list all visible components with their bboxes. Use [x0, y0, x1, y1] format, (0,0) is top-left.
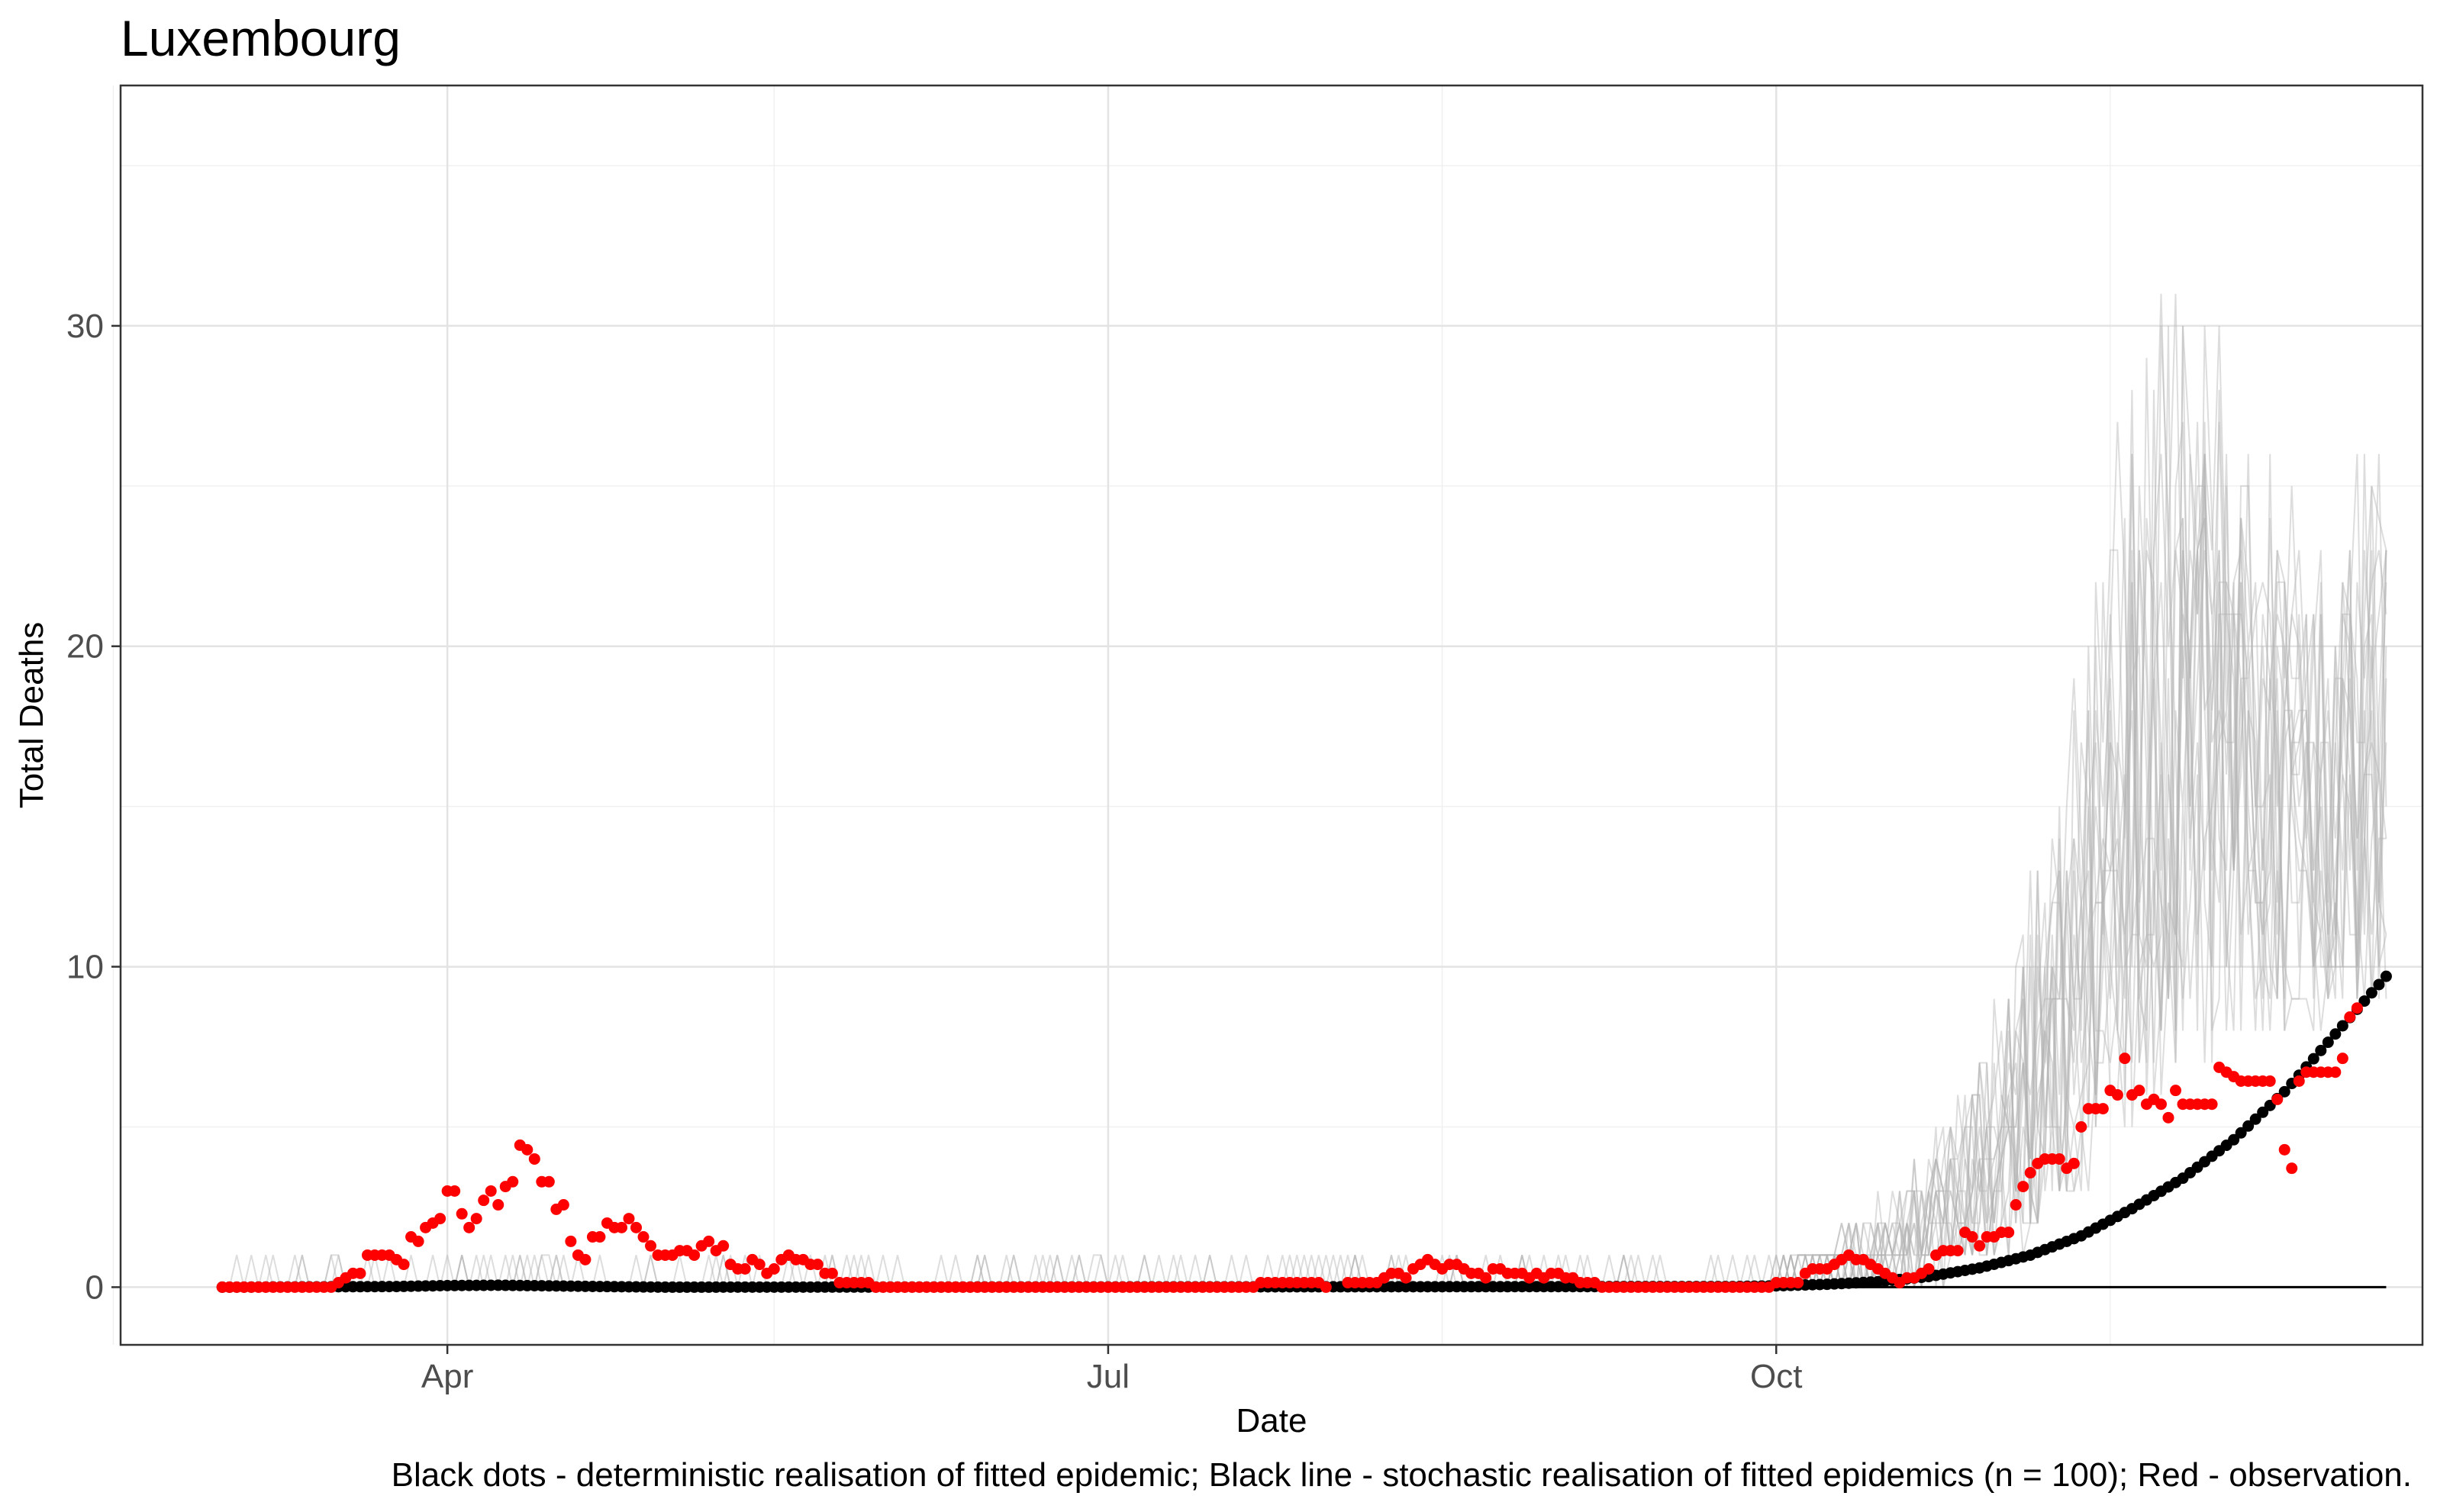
observation-point [2119, 1053, 2131, 1065]
y-tick-label: 0 [85, 1269, 104, 1306]
observation-point [2075, 1121, 2087, 1133]
observation-point [739, 1262, 751, 1275]
observation-point [579, 1253, 592, 1265]
observation-point [2111, 1089, 2123, 1101]
observation-point [1480, 1272, 1492, 1284]
observation-point [2344, 1011, 2356, 1023]
observation-point [2336, 1053, 2348, 1065]
observation-point [1400, 1272, 1412, 1284]
observation-point [1966, 1231, 1978, 1243]
plot-panel-border [119, 84, 2424, 1346]
observation-series [216, 1002, 2363, 1293]
observation-point [2329, 1066, 2342, 1078]
observation-point [2017, 1181, 2029, 1193]
observation-point [354, 1267, 366, 1279]
observation-point [2293, 1075, 2305, 1087]
observation-point [412, 1235, 424, 1247]
observation-point [2010, 1199, 2022, 1211]
x-tick-label: Oct [1750, 1358, 1802, 1395]
observation-point [2003, 1227, 2015, 1239]
deterministic-point [2315, 1044, 2327, 1056]
observation-point [2278, 1143, 2290, 1156]
y-tick-label: 30 [66, 308, 104, 345]
observation-point [434, 1213, 446, 1225]
x-axis-title: Date [1236, 1402, 1307, 1439]
observation-point [557, 1199, 569, 1211]
observation-point [594, 1231, 606, 1243]
observation-point [398, 1259, 410, 1271]
observation-point [470, 1213, 482, 1225]
observation-point [630, 1221, 643, 1233]
chart-caption: Black dots - deterministic realisation o… [392, 1456, 2412, 1494]
observation-point [449, 1185, 461, 1197]
observation-point [615, 1221, 627, 1233]
observation-point [1792, 1277, 1804, 1289]
deterministic-point [2373, 978, 2385, 991]
deterministic-point [2358, 995, 2371, 1007]
x-tick-label: Jul [1087, 1358, 1130, 1395]
deterministic-point [2242, 1120, 2255, 1132]
observation-point [2170, 1085, 2182, 1097]
observation-point [2206, 1098, 2218, 1111]
observation-point [2133, 1085, 2145, 1097]
deterministic-point [2380, 970, 2392, 982]
deterministic-point [2336, 1020, 2348, 1032]
observation-point [2162, 1111, 2174, 1124]
observation-point [1952, 1245, 1964, 1257]
observation-point [645, 1240, 657, 1252]
observation-point [623, 1213, 635, 1225]
x-tick-label: Apr [421, 1358, 473, 1395]
observation-point [717, 1240, 730, 1252]
y-tick-label: 10 [66, 949, 104, 986]
observation-point [811, 1259, 824, 1271]
deterministic-point [2235, 1127, 2247, 1139]
observation-point [2097, 1103, 2109, 1115]
y-tick-label: 20 [66, 628, 104, 666]
observation-point [2286, 1162, 2298, 1175]
observation-point [826, 1267, 838, 1279]
observation-point [528, 1153, 540, 1165]
deterministic-point [2228, 1133, 2240, 1146]
observation-point [637, 1231, 650, 1243]
observation-point [1320, 1281, 1332, 1293]
observation-point [456, 1207, 468, 1220]
observation-point [1974, 1240, 1986, 1252]
observation-point [703, 1235, 715, 1247]
observation-point [768, 1262, 780, 1275]
observation-point [521, 1143, 533, 1156]
observation-point [1923, 1262, 1935, 1275]
deterministic-point [2249, 1113, 2261, 1125]
deterministic-point [2257, 1106, 2269, 1118]
observation-point [688, 1249, 701, 1261]
observation-point [543, 1175, 555, 1188]
observation-point [507, 1175, 519, 1188]
deterministic-point [2278, 1085, 2290, 1098]
observation-point [565, 1235, 577, 1247]
observation-point [2068, 1157, 2080, 1169]
observation-point [753, 1259, 766, 1271]
observation-point [2351, 1002, 2363, 1014]
deterministic-point [2307, 1053, 2319, 1065]
observation-point [485, 1185, 497, 1197]
observation-point [2053, 1153, 2065, 1165]
x-axis-ticks: Apr Jul Oct [421, 1345, 1802, 1395]
observation-point [2271, 1093, 2284, 1105]
y-axis-title: Total Deaths [13, 622, 50, 809]
observation-point [2264, 1075, 2276, 1087]
observation-point [463, 1221, 475, 1233]
deterministic-point [2322, 1036, 2334, 1049]
observation-point [2024, 1167, 2036, 1179]
deterministic-point [2329, 1028, 2342, 1040]
observation-point [492, 1199, 504, 1211]
observation-point [478, 1194, 490, 1207]
observation-point [2155, 1098, 2167, 1111]
chart-title: Luxembourg [121, 10, 401, 66]
deterministic-point [2365, 987, 2377, 999]
y-axis-ticks: 0 10 20 30 [66, 308, 121, 1306]
